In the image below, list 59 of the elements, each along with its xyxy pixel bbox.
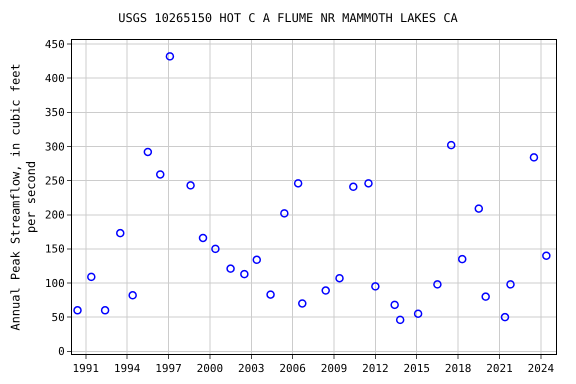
point <box>156 170 164 179</box>
y-tick-label: 150 <box>44 242 65 256</box>
x-tick-label: 1994 <box>114 362 141 376</box>
chart-title: USGS 10265150 HOT C A FLUME NR MAMMOTH LAKES CA <box>118 10 459 25</box>
point <box>87 272 96 282</box>
x-tick-label: 2024 <box>528 362 554 376</box>
point <box>100 306 110 315</box>
y-tick-label: 50 <box>52 310 65 324</box>
point <box>166 52 174 61</box>
y-tick-label: 100 <box>44 276 65 290</box>
point <box>506 280 515 289</box>
point <box>500 312 510 322</box>
x-tick-label: 2018 <box>444 362 472 376</box>
x-tick-label: 2021 <box>486 362 513 376</box>
y-tick-label: 300 <box>44 140 65 154</box>
y-tick-label: 200 <box>44 208 65 222</box>
point <box>349 182 358 192</box>
point <box>530 153 538 162</box>
point <box>396 316 404 324</box>
point <box>252 256 262 264</box>
point <box>73 306 82 315</box>
point <box>335 274 344 282</box>
point <box>433 280 442 289</box>
x-tick-label: 2000 <box>196 362 224 376</box>
y-tick-label: 0 <box>58 345 65 358</box>
point <box>211 244 220 254</box>
point <box>364 179 373 188</box>
point <box>144 148 152 156</box>
point <box>226 264 235 273</box>
x-tick-label: 2006 <box>279 362 306 376</box>
x-tick-label: 2012 <box>362 362 389 376</box>
y-tick-label: 400 <box>44 72 65 86</box>
x-tick-label: 1991 <box>72 362 100 376</box>
y-tick-label: 450 <box>44 38 65 51</box>
x-tick-label: 1997 <box>155 362 182 376</box>
point <box>240 270 249 278</box>
point <box>446 140 456 150</box>
point <box>186 181 195 190</box>
point <box>474 204 484 213</box>
x-tick-label: 2009 <box>320 362 348 376</box>
point <box>116 228 125 238</box>
x-tick-label: 2003 <box>238 362 265 376</box>
y-tick-label: 250 <box>44 174 65 188</box>
point <box>390 300 399 310</box>
point <box>481 292 490 301</box>
point <box>371 282 380 291</box>
point <box>280 209 289 218</box>
point <box>321 286 330 295</box>
x-tick-label: 2015 <box>403 362 430 376</box>
point <box>128 291 137 300</box>
point <box>542 251 551 260</box>
point <box>266 290 275 299</box>
point <box>294 179 302 188</box>
point <box>458 254 466 264</box>
y-axis-title: Annual Peak Streamflow, in cubic feet per second <box>8 63 38 331</box>
point <box>414 309 422 318</box>
point <box>198 234 208 242</box>
point <box>298 299 307 308</box>
y-tick-label: 350 <box>44 106 65 120</box>
